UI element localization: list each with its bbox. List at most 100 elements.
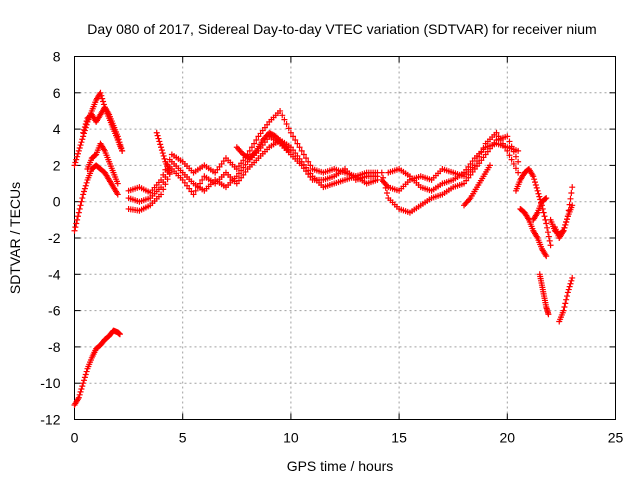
series-track-m (385, 140, 522, 194)
data-point (73, 156, 80, 163)
y-tick-label: 8 (53, 49, 61, 65)
data-point (116, 331, 123, 338)
data-point (569, 184, 576, 191)
data-point (158, 147, 165, 154)
data-point (567, 280, 574, 287)
series-track-o (512, 166, 554, 249)
chart-title: Day 080 of 2017, Sidereal Day-to-day VTE… (87, 21, 596, 37)
data-point (75, 394, 82, 401)
data-point (568, 277, 575, 284)
y-tick-label: -8 (48, 339, 61, 355)
data-point (534, 187, 541, 194)
y-tick-label: -12 (40, 412, 60, 428)
data-point (544, 229, 551, 236)
grid-lines (74, 56, 616, 420)
data-point (160, 152, 167, 159)
data-point (564, 216, 571, 223)
data-point (114, 180, 121, 187)
data-point (545, 233, 552, 240)
data-point (100, 98, 107, 105)
data-point (564, 293, 571, 300)
data-point (506, 138, 513, 145)
series-track-k (378, 133, 522, 216)
data-point (114, 191, 121, 198)
data-point (81, 126, 88, 133)
x-axis-tick-labels: 0 5 10 15 20 25 (71, 430, 624, 446)
data-point (305, 158, 312, 165)
data-point (545, 311, 552, 318)
data-point (568, 189, 575, 196)
data-point (543, 195, 550, 202)
data-point (562, 300, 569, 307)
data-point (493, 129, 500, 136)
y-tick-label: -2 (48, 230, 61, 246)
data-point (99, 95, 106, 102)
data-point (544, 224, 551, 231)
data-point (530, 173, 537, 180)
data-point (515, 169, 522, 176)
data-point (82, 182, 89, 189)
data-point (515, 158, 522, 165)
data-point (166, 169, 173, 176)
data-point (296, 144, 303, 151)
data-point (80, 380, 87, 387)
data-point (307, 162, 314, 169)
data-point (117, 142, 124, 149)
data-point (158, 184, 165, 191)
series-track-d (84, 140, 121, 187)
series-track-t (551, 202, 576, 241)
data-point (75, 209, 82, 216)
data-point (564, 289, 571, 296)
data-point (283, 121, 290, 128)
x-axis-title: GPS time / hours (287, 458, 394, 474)
data-point (253, 136, 260, 143)
data-point (116, 139, 123, 146)
y-tick-label: -10 (40, 375, 60, 391)
data-point (82, 371, 89, 378)
series-track-i (153, 129, 173, 176)
data-point (72, 159, 79, 166)
data-point (81, 123, 88, 130)
data-point (76, 144, 83, 151)
y-tick-label: -6 (48, 303, 61, 319)
data-point (77, 142, 84, 149)
series-track-e (71, 327, 123, 408)
data-point (158, 144, 165, 151)
series-track-b (71, 162, 121, 234)
data-point (77, 202, 84, 209)
data-point (81, 377, 88, 384)
data-point (504, 133, 511, 140)
data-point (78, 386, 85, 393)
data-point (532, 182, 539, 189)
data-point (155, 135, 162, 142)
data-point (159, 150, 166, 157)
data-point (118, 144, 125, 151)
data-point (543, 253, 550, 260)
data-point (81, 185, 88, 192)
y-tick-label: 4 (53, 121, 61, 137)
data-point (77, 388, 84, 395)
data-point (81, 374, 88, 381)
data-point (82, 121, 89, 128)
data-point (74, 150, 81, 157)
data-point (80, 191, 87, 198)
data-point (561, 224, 568, 231)
series-track-n (461, 162, 493, 209)
series-track-r (536, 271, 552, 318)
data-point (81, 188, 88, 195)
y-tick-label: 6 (53, 85, 61, 101)
data-point (248, 144, 255, 151)
data-point (547, 242, 554, 249)
data-point (531, 179, 538, 186)
data-point (79, 383, 86, 390)
data-point (285, 125, 292, 132)
data-point (119, 147, 126, 154)
data-point (158, 191, 165, 198)
data-point (114, 133, 121, 140)
data-series (71, 89, 576, 408)
data-point (153, 129, 160, 136)
data-point (78, 139, 85, 146)
x-tick-label: 20 (500, 430, 516, 446)
y-tick-label: 2 (53, 157, 61, 173)
